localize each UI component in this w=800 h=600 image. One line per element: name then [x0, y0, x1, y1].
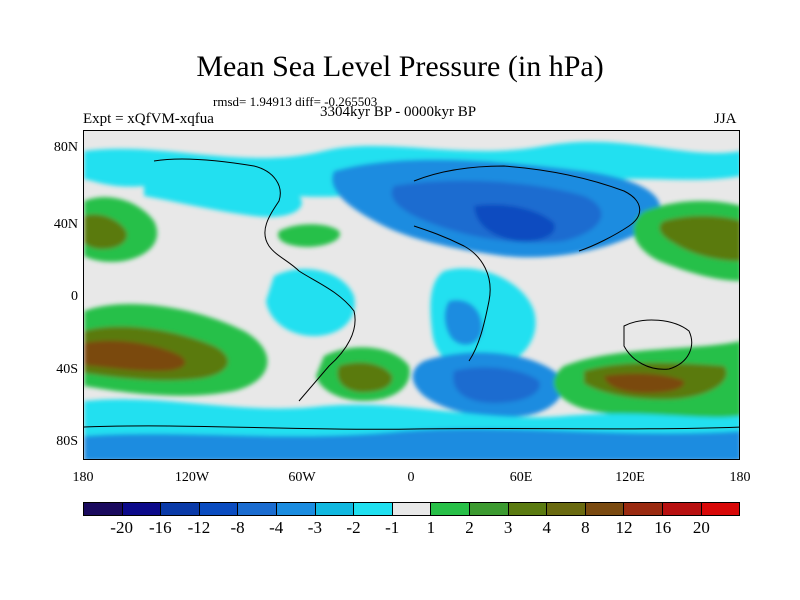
lon-label-180e: 180: [729, 470, 751, 485]
lon-label-60e: 60E: [509, 470, 533, 485]
anomaly-south-indian-core: [453, 367, 540, 403]
lat-label-40n: 40N: [53, 217, 78, 232]
colorbar-label: -1: [385, 518, 400, 537]
colorbar-box: [315, 503, 355, 515]
colorbar-box: [392, 503, 432, 515]
experiment-label: Expt = xQfVM-xqfua: [83, 111, 214, 127]
colorbar-box: [354, 503, 393, 515]
colorbar-box: [701, 503, 740, 515]
colorbar-label: 8: [581, 518, 590, 537]
anomaly-north-pacific-core-west: [84, 214, 127, 249]
period-label: 3304kyr BP - 0000kyr BP: [320, 104, 477, 120]
colorbar-label: -3: [307, 518, 322, 537]
anomaly-south-america-cyan: [266, 268, 355, 336]
lat-label-80s: 80S: [56, 434, 78, 449]
lon-label-120w: 120W: [174, 470, 210, 485]
colorbar-label: 16: [654, 518, 672, 537]
anomaly-south-atlantic-core: [337, 362, 393, 393]
colorbar-box: [122, 503, 162, 515]
anomaly-south-pacific-core: [84, 340, 186, 371]
colorbar-label: -16: [148, 518, 172, 537]
coastlines: [84, 158, 739, 430]
coast-africa: [413, 225, 491, 362]
colorbar-box: [238, 503, 277, 515]
colorbar-box: [199, 503, 239, 515]
season-label: JJA: [714, 111, 737, 127]
lon-label-180w: 180: [72, 470, 94, 485]
colorbar-label: -4: [269, 518, 284, 537]
anomaly-asia-core: [474, 204, 555, 242]
anomaly-north-pacific-core-east: [659, 216, 739, 261]
anomaly-cyan-na: [144, 167, 302, 217]
colorbar-box: [508, 503, 548, 515]
colorbar-box: [662, 503, 702, 515]
colorbar-box: [547, 503, 586, 515]
lat-label-40s: 40S: [56, 362, 78, 377]
colorbar-label: 3: [503, 518, 513, 537]
coast-australia: [623, 319, 693, 370]
anomaly-australia-core: [604, 373, 685, 393]
colorbar-label: -12: [187, 518, 211, 537]
colorbar-box: [84, 503, 123, 515]
colorbar-label: 1: [426, 518, 436, 537]
pressure-map: [83, 130, 740, 460]
colorbar-box: [431, 503, 470, 515]
lat-label-80n: 80N: [53, 140, 78, 155]
colorbar-label: -8: [230, 518, 245, 537]
colorbar-box: [276, 503, 316, 515]
colorbar-label: -20: [110, 518, 133, 537]
stats-label: rmsd= 1.94913 diff= -0.265503: [213, 94, 378, 109]
lat-label-0: 0: [71, 289, 78, 304]
coast-north-america: [153, 158, 300, 272]
coast-south-america: [298, 270, 356, 402]
colorbar-box: [469, 503, 509, 515]
colorbar-box: [161, 503, 200, 515]
colorbar-label: 2: [465, 518, 474, 537]
lon-label-60w: 60W: [288, 470, 316, 485]
colorbar-label: 20: [692, 518, 710, 537]
colorbar-label: 4: [542, 518, 552, 537]
coast-antarctica: [84, 425, 739, 430]
lon-label-0: 0: [407, 470, 415, 485]
colorbar-label: -2: [346, 518, 361, 537]
anomaly-antarctic-low: [84, 428, 739, 459]
map-title: Mean Sea Level Pressure (in hPa): [196, 50, 604, 83]
lon-label-120e: 120E: [615, 470, 645, 485]
colorbar-box: [624, 503, 663, 515]
anomaly-africa-core: [444, 300, 483, 345]
map-canvas: [84, 131, 739, 459]
anomaly-atlantic-high: [278, 224, 340, 247]
colorbar-box: [585, 503, 625, 515]
anomaly-africa-cyan: [430, 268, 536, 372]
colorbar-label: 12: [615, 518, 633, 537]
colorbar: [83, 502, 740, 516]
coast-eurasia: [413, 165, 641, 252]
